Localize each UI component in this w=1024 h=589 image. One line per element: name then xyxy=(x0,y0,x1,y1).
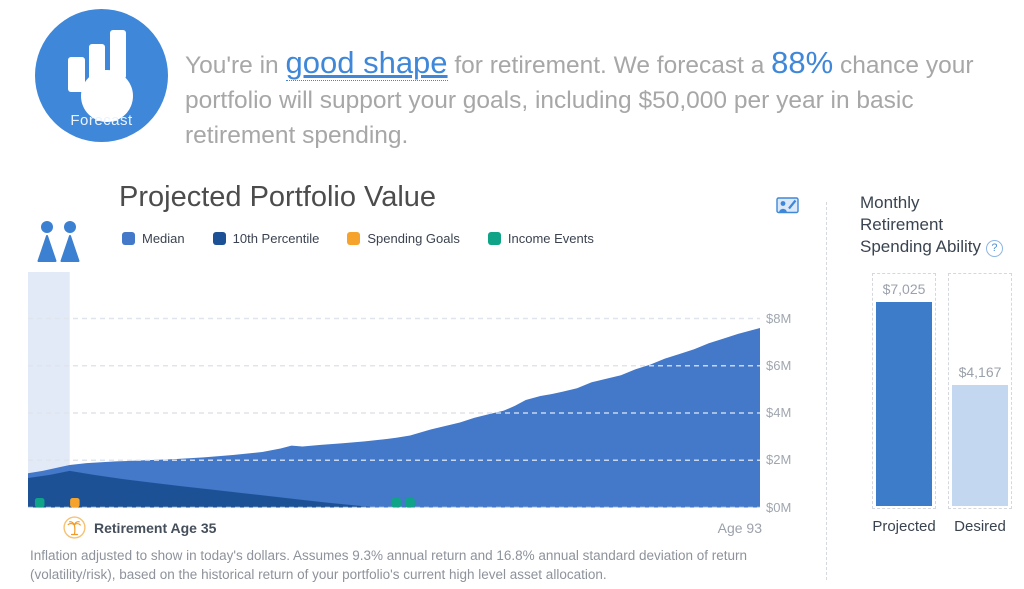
bar-value-label: $7,025 xyxy=(882,281,926,297)
help-icon[interactable]: ? xyxy=(985,240,1003,257)
spending-panel-title: Monthly Retirement Spending Ability? xyxy=(860,192,1020,258)
legend-swatch xyxy=(347,232,361,245)
income-event-marker[interactable] xyxy=(34,498,45,508)
spending-goal-marker[interactable] xyxy=(70,498,80,508)
income-event-marker[interactable] xyxy=(391,498,401,508)
y-axis-label: $4M xyxy=(766,405,792,420)
retirement-age-label: Retirement Age 35 xyxy=(94,519,217,536)
edit-assumptions-icon[interactable] xyxy=(776,195,800,214)
household-members-icon xyxy=(36,220,84,268)
panel-divider xyxy=(826,202,827,580)
palm-tree-icon xyxy=(63,516,86,539)
forecast-summary: You're in good shape for retirement. We … xyxy=(185,44,974,149)
legend-item-10th-percentile[interactable]: 10th Percentile xyxy=(212,231,320,246)
y-axis-label: $6M xyxy=(766,357,792,373)
retirement-age-marker: Retirement Age 35 xyxy=(63,516,216,539)
spending-bar-desired: $4,167 Desired xyxy=(948,273,1012,535)
legend-swatch xyxy=(487,232,501,245)
spending-ability-bars: $7,025 Projected $4,167 Desired xyxy=(872,273,1012,535)
bar-slot: $4,167 xyxy=(948,273,1012,509)
y-axis-label: $0M xyxy=(766,499,792,515)
bar-fill xyxy=(876,302,932,506)
forecast-badge: Forecast xyxy=(35,9,168,142)
chart-footnote: Inflation adjusted to show in today's do… xyxy=(30,548,748,582)
legend-swatch xyxy=(212,232,226,245)
chart-legend: Median 10th Percentile Spending Goals Incom… xyxy=(122,231,594,246)
legend-swatch xyxy=(122,232,135,245)
legend-label: Median xyxy=(142,231,185,246)
bar-chart-icon xyxy=(68,57,85,92)
bar-slot: $7,025 xyxy=(872,273,936,509)
logo-circle-icon xyxy=(81,70,133,122)
legend-label: Income Events xyxy=(507,231,594,246)
forecast-label: Forecast xyxy=(70,112,133,129)
legend-item-spending-goals[interactable]: Spending Goals xyxy=(347,231,460,246)
bar-fill xyxy=(952,385,1008,506)
bar-caption: Projected xyxy=(872,518,936,535)
bar-value-label: $4,167 xyxy=(958,364,1002,380)
median-area xyxy=(28,327,760,508)
legend-label: 10th Percentile xyxy=(232,231,320,246)
chart-title: Projected Portfolio Value xyxy=(119,181,437,213)
spending-bar-projected: $7,025 Projected xyxy=(872,273,936,535)
good-shape-link[interactable]: good shape xyxy=(285,44,448,81)
y-axis-label: $2M xyxy=(766,452,792,468)
legend-item-income-events[interactable]: Income Events xyxy=(487,231,594,246)
summary-text: You're in xyxy=(185,51,286,79)
projected-portfolio-chart[interactable]: $0M $2M $4M $6M $8M xyxy=(28,270,818,515)
y-axis-label: $8M xyxy=(766,310,792,326)
bar-caption: Desired xyxy=(954,518,1006,535)
income-event-marker[interactable] xyxy=(405,498,415,508)
legend-label: Spending Goals xyxy=(367,231,460,246)
legend-item-median[interactable]: Median xyxy=(122,231,185,246)
end-age-label: Age 93 xyxy=(717,520,762,536)
tenth-percentile-area xyxy=(28,470,376,508)
success-percentage: 88% xyxy=(771,44,834,80)
